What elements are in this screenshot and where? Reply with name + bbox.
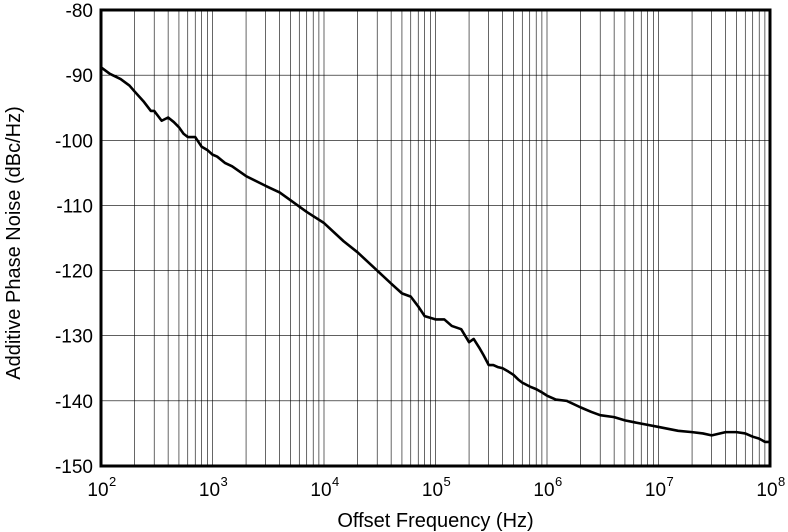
y-tick-label: -90 [66,66,93,87]
x-tick-label: 10 2 [87,474,116,501]
grid-lines [101,10,770,466]
y-axis-title: Additive Phase Noise (dBc/Hz) [3,106,25,379]
y-tick-label: -120 [55,262,93,283]
x-tick-base: 10 [645,480,666,501]
x-tick-exponent: 7 [667,474,674,489]
x-axis-tick-labels: 10 2 10 3 10 4 10 5 10 6 10 7 10 8 [87,474,785,501]
x-tick-base: 10 [87,480,108,501]
x-tick-exponent: 3 [221,474,228,489]
x-tick-base: 10 [199,480,220,501]
x-tick-label: 10 7 [645,474,674,501]
plot-area-frame [99,8,772,468]
x-tick-base: 10 [310,480,331,501]
y-axis-tick-labels: -80 -90 -100 -110 -120 -130 -140 -150 [55,1,93,478]
x-tick-label: 10 8 [756,474,785,501]
y-tick-label: -140 [55,392,93,413]
x-tick-base: 10 [756,480,777,501]
x-tick-label: 10 5 [422,474,451,501]
y-tick-label: -110 [56,196,93,217]
x-tick-label: 10 3 [199,474,228,501]
x-tick-label: 10 6 [533,474,562,501]
x-tick-label: 10 4 [310,474,339,501]
x-tick-exponent: 6 [555,474,562,489]
x-tick-exponent: 2 [109,474,116,489]
x-tick-base: 10 [422,480,443,501]
y-tick-label: -150 [55,457,93,478]
y-tick-label: -130 [55,327,93,348]
series-line [99,66,772,444]
x-tick-exponent: 5 [444,474,451,489]
y-tick-label: -100 [55,131,93,152]
x-axis-title: Offset Frequency (Hz) [337,510,533,532]
x-tick-exponent: 4 [332,474,339,489]
y-tick-label: -80 [66,1,93,22]
x-tick-base: 10 [533,480,554,501]
x-tick-exponent: 8 [778,474,785,489]
